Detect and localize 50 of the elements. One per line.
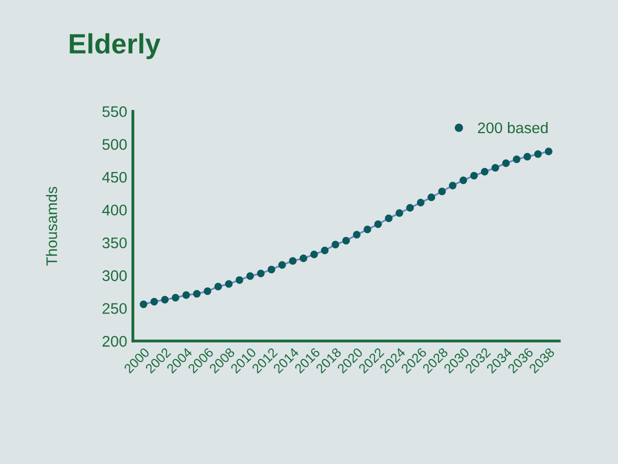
- y-tick-label: 350: [102, 237, 127, 248]
- point: [268, 266, 276, 274]
- y-tick-label: 250: [102, 303, 127, 314]
- y-axis-title: Thousamds: [46, 186, 58, 266]
- point: [460, 176, 468, 184]
- point: [480, 168, 488, 176]
- y-tick-label: 450: [102, 172, 127, 183]
- point: [384, 214, 393, 222]
- point: [396, 209, 404, 217]
- y-tick-label: 400: [102, 204, 127, 216]
- point: [534, 150, 542, 158]
- point: [352, 230, 361, 239]
- point: [182, 291, 190, 299]
- point: [172, 294, 180, 302]
- point: [448, 182, 457, 190]
- point: [256, 270, 265, 278]
- point: [150, 298, 158, 306]
- point: [300, 254, 308, 262]
- point: [332, 240, 340, 248]
- point: [544, 148, 552, 156]
- point: [492, 164, 500, 172]
- point: [278, 261, 286, 269]
- point: [512, 155, 520, 164]
- point: [193, 290, 201, 298]
- point: [140, 300, 148, 308]
- chart-title: Elderly: [70, 33, 160, 60]
- point: [320, 246, 329, 254]
- point: [470, 172, 478, 180]
- y-tick-label: 550: [102, 106, 127, 118]
- legend-label: 200 based: [478, 122, 548, 134]
- point: [523, 152, 532, 160]
- point: [224, 280, 233, 288]
- point: [288, 257, 297, 265]
- point: [416, 198, 425, 206]
- point: [438, 188, 446, 196]
- point: [246, 272, 254, 280]
- point: [161, 296, 169, 304]
- point: [502, 159, 510, 168]
- point: [236, 276, 244, 284]
- point: [374, 220, 382, 228]
- point: [310, 250, 318, 258]
- point: [204, 287, 212, 295]
- point: [214, 282, 222, 290]
- point: [406, 204, 414, 212]
- y-tick-label: 200: [102, 336, 127, 347]
- point: [364, 226, 372, 234]
- y-tick-label: 300: [102, 270, 127, 282]
- y-tick-label: 500: [102, 139, 127, 150]
- point: [428, 194, 436, 202]
- point: [342, 236, 350, 244]
